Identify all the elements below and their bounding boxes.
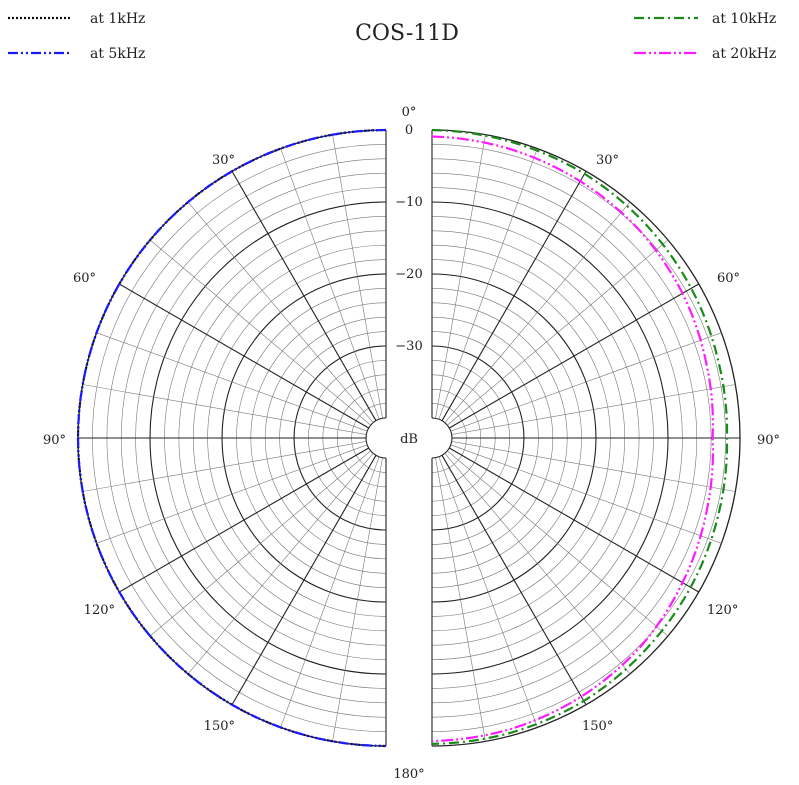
right-spoke [435,457,486,742]
legend-label: at 10kHz [712,11,776,27]
right-spoke [438,456,538,728]
right-spoke [450,332,722,432]
left-spoke [231,455,377,706]
angle-label-180: 180° [393,767,424,782]
left-spoke [280,456,380,728]
right-spoke [438,148,538,420]
angle-label-0: 0° [402,105,417,120]
angle-label-right-60: 60° [717,271,740,286]
legend-label: at 20kHz [712,46,776,62]
angle-label-left-150: 150° [204,719,235,734]
left-spoke [82,384,367,435]
angle-label-right-90: 90° [757,433,780,448]
right-spoke [447,450,669,637]
radial-unit-label: dB [400,432,418,447]
right-grid [431,129,741,747]
left-ring-major [365,417,387,459]
series-line-at-10khz [431,128,729,745]
angle-label-right-30: 30° [596,153,619,168]
series-line-at-20khz [431,135,715,743]
chart-title: COS-11D [355,21,459,46]
angle-label-left-120: 120° [84,603,115,618]
right-spoke [435,134,486,419]
left-spoke [118,283,369,429]
radial-label: −10 [395,195,422,210]
angle-label-right-150: 150° [582,719,613,734]
right-ring-major [431,417,453,459]
left-spoke [280,148,380,420]
left-spoke [149,450,371,637]
series-line-at-5khz [76,128,387,748]
left-spoke [96,444,368,544]
left-spoke [118,447,369,593]
left-spoke [187,201,374,423]
left-spoke [82,441,367,492]
right-spoke [451,441,736,492]
right-spoke [447,239,669,426]
right-spoke [450,444,722,544]
left-grid [77,129,387,747]
left-spoke [332,134,383,419]
angle-label-left-90: 90° [43,433,66,448]
labels-layer: 0° 30° 30° 60° 60° 90° 90° 120° 120° 150° 150° 180°… [43,105,780,782]
radial-label: 0 [405,123,413,138]
left-spoke [231,170,377,421]
right-spoke [441,455,587,706]
series-layer [76,128,729,748]
radial-label: −30 [395,339,422,354]
left-spoke [332,457,383,742]
right-spoke [451,384,736,435]
angle-label-left-30: 30° [212,153,235,168]
legend-label: at 5kHz [90,46,145,62]
right-spoke [444,453,631,675]
right-spoke [441,170,587,421]
angle-label-right-120: 120° [707,603,738,618]
left-spoke [149,239,371,426]
right-spoke [444,201,631,423]
angle-label-left-60: 60° [73,271,96,286]
left-spoke [187,453,374,675]
legend: at 1kHz at 5kHz at 10kHz at 20kHz [8,11,776,62]
radial-label: −20 [395,267,422,282]
legend-label: at 1kHz [90,11,145,27]
right-spoke [449,447,700,593]
left-spoke [96,332,368,432]
right-spoke [449,283,700,429]
